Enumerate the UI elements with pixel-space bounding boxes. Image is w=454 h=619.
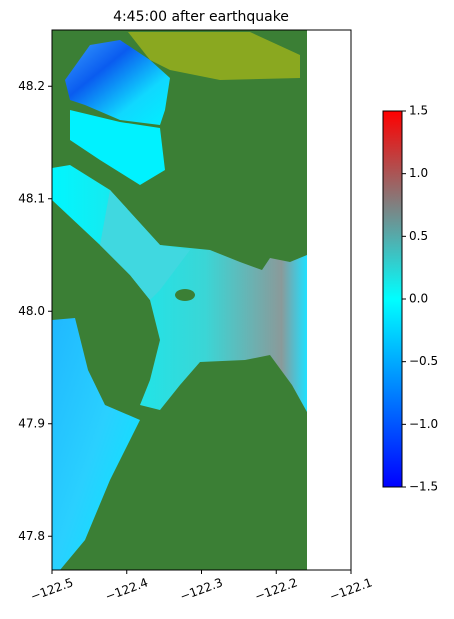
x-tick-label: −122.5: [29, 575, 76, 603]
no-data: [307, 30, 351, 570]
colorbar-tick-label: 1.5: [409, 104, 428, 118]
tideflat: [128, 32, 300, 80]
y-tick-label: 48.0: [18, 304, 45, 318]
y-tick-label: 48.1: [18, 191, 45, 205]
x-tick-label: −122.3: [178, 575, 225, 603]
colorbar-tick-label: −0.5: [409, 354, 438, 368]
island: [175, 289, 195, 301]
x-tick-label: −122.2: [253, 575, 300, 603]
x-tick-label: −122.1: [328, 575, 375, 603]
colorbar-tick-label: −1.5: [409, 480, 438, 494]
water: [70, 110, 165, 185]
water: [100, 190, 190, 300]
y-tick-label: 48.2: [18, 79, 45, 93]
colorbar-tick-label: 0.5: [409, 229, 428, 243]
colorbar-tick-label: −1.0: [409, 417, 438, 431]
colorbar-tick-label: 0.0: [409, 292, 428, 306]
colorbar-tick-label: 1.0: [409, 166, 428, 180]
map: [51, 29, 352, 571]
water: [52, 318, 140, 570]
colorbar: [382, 110, 403, 488]
y-tick-label: 47.9: [18, 416, 45, 430]
chart-title: 4:45:00 after earthquake: [113, 9, 289, 25]
x-tick-label: −122.4: [103, 575, 150, 603]
y-tick-label: 47.8: [18, 529, 45, 543]
water: [65, 40, 170, 125]
